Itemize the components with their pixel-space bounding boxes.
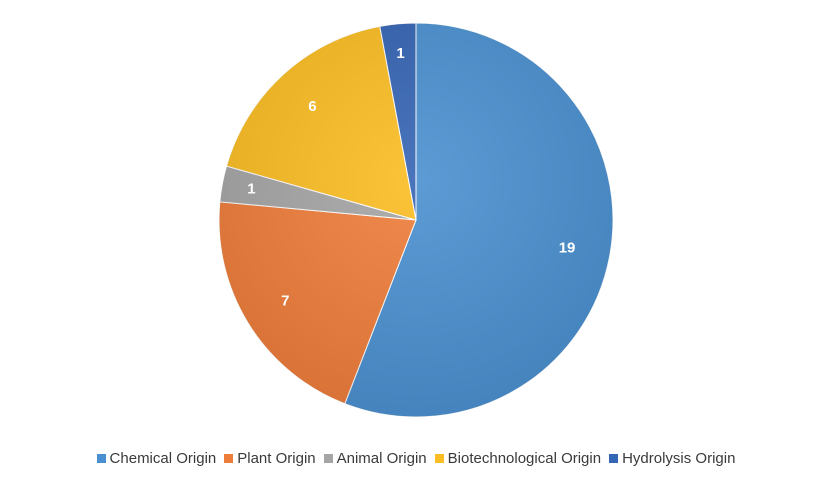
pie-data-labels: 19 7 1 6 1 [247,45,575,310]
legend-swatch [224,453,234,463]
data-label-plant-origin: 7 [281,292,289,309]
legend-swatch [434,453,444,463]
pie-chart: 19 7 1 6 1 [218,22,614,418]
legend-label: Plant Origin [237,449,316,467]
legend-label: Hydrolysis Origin [622,449,736,467]
data-label-chemical-origin: 19 [559,240,576,257]
legend-label: Biotechnological Origin [447,449,602,467]
data-label-animal-origin: 1 [247,181,255,198]
legend-item-biotechnological-origin: Biotechnological Origin [434,449,602,467]
legend-swatch [609,453,619,463]
pie-slices [218,22,614,418]
legend: Chemical Origin Plant Origin Animal Origin… [0,446,832,470]
legend-swatch [96,453,106,463]
legend-swatch [323,453,333,463]
legend-item-chemical-origin: Chemical Origin [96,449,217,467]
legend-item-animal-origin: Animal Origin [323,449,427,467]
data-label-biotechnological-origin: 6 [308,98,316,115]
legend-label: Animal Origin [336,449,427,467]
legend-label: Chemical Origin [109,449,217,467]
legend-item-plant-origin: Plant Origin [224,449,316,467]
legend-item-hydrolysis-origin: Hydrolysis Origin [609,450,735,467]
data-label-hydrolysis-origin: 1 [396,45,404,62]
